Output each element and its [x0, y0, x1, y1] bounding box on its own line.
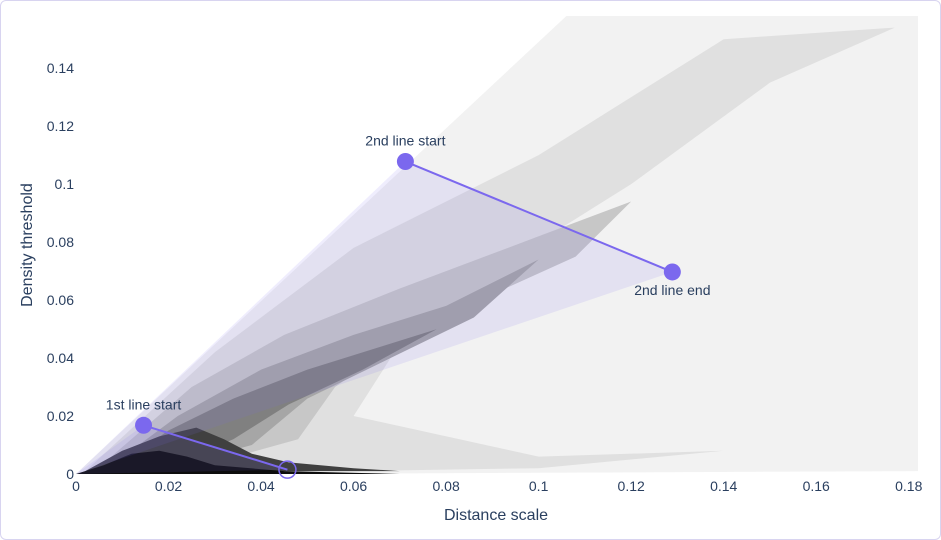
x-axis-ticks: 0 0.02 0.04 0.06 0.08 0.1 0.12 0.14 0.16 0.18	[72, 478, 922, 494]
line-2[interactable]	[405, 160, 673, 273]
y-axis-ticks: 0 0.02 0.04 0.06 0.08 0.1 0.12 0.14	[47, 60, 74, 482]
x-tick-label: 0.16	[803, 478, 830, 494]
selection-cone-2	[76, 161, 673, 474]
density-band-7	[76, 450, 400, 474]
y-tick-label: 0.02	[47, 408, 74, 424]
y-tick-label: 0.14	[47, 60, 74, 76]
x-tick-label: 0	[72, 478, 80, 494]
x-tick-label: 0.18	[895, 478, 922, 494]
y-tick-label: 0.12	[47, 118, 74, 134]
line-2-end-label: 2nd line end	[634, 282, 710, 298]
line-1-start-label: 1st line start	[106, 396, 182, 412]
y-tick-label: 0.04	[47, 350, 74, 366]
line-2-start-handle[interactable]	[396, 153, 414, 171]
annotation-lines[interactable]: 1st line start 2nd line start 2nd line end	[106, 133, 711, 479]
x-tick-label: 0.02	[155, 478, 182, 494]
x-tick-label: 0.1	[529, 478, 549, 494]
line-2-start-label: 2nd line start	[365, 133, 445, 149]
line-1[interactable]	[143, 424, 288, 471]
y-tick-label: 0.06	[47, 292, 74, 308]
y-tick-label: 0.08	[47, 234, 74, 250]
line-1-end-handle[interactable]	[278, 460, 297, 479]
x-axis-title: Distance scale	[444, 507, 548, 524]
line-1-start-handle[interactable]	[135, 416, 153, 434]
y-axis-title: Density threshold	[19, 183, 36, 307]
selection-cones	[76, 161, 673, 474]
y-tick-label: 0.1	[55, 176, 75, 192]
x-tick-label: 0.08	[432, 478, 459, 494]
x-tick-label: 0.06	[340, 478, 367, 494]
density-heatmap	[76, 16, 918, 474]
line-2-end-handle[interactable]	[663, 263, 681, 281]
selection-cone-1	[76, 425, 288, 474]
x-tick-label: 0.14	[710, 478, 737, 494]
y-tick-label: 0	[66, 466, 74, 482]
x-tick-label: 0.12	[618, 478, 645, 494]
x-tick-label: 0.04	[247, 478, 274, 494]
